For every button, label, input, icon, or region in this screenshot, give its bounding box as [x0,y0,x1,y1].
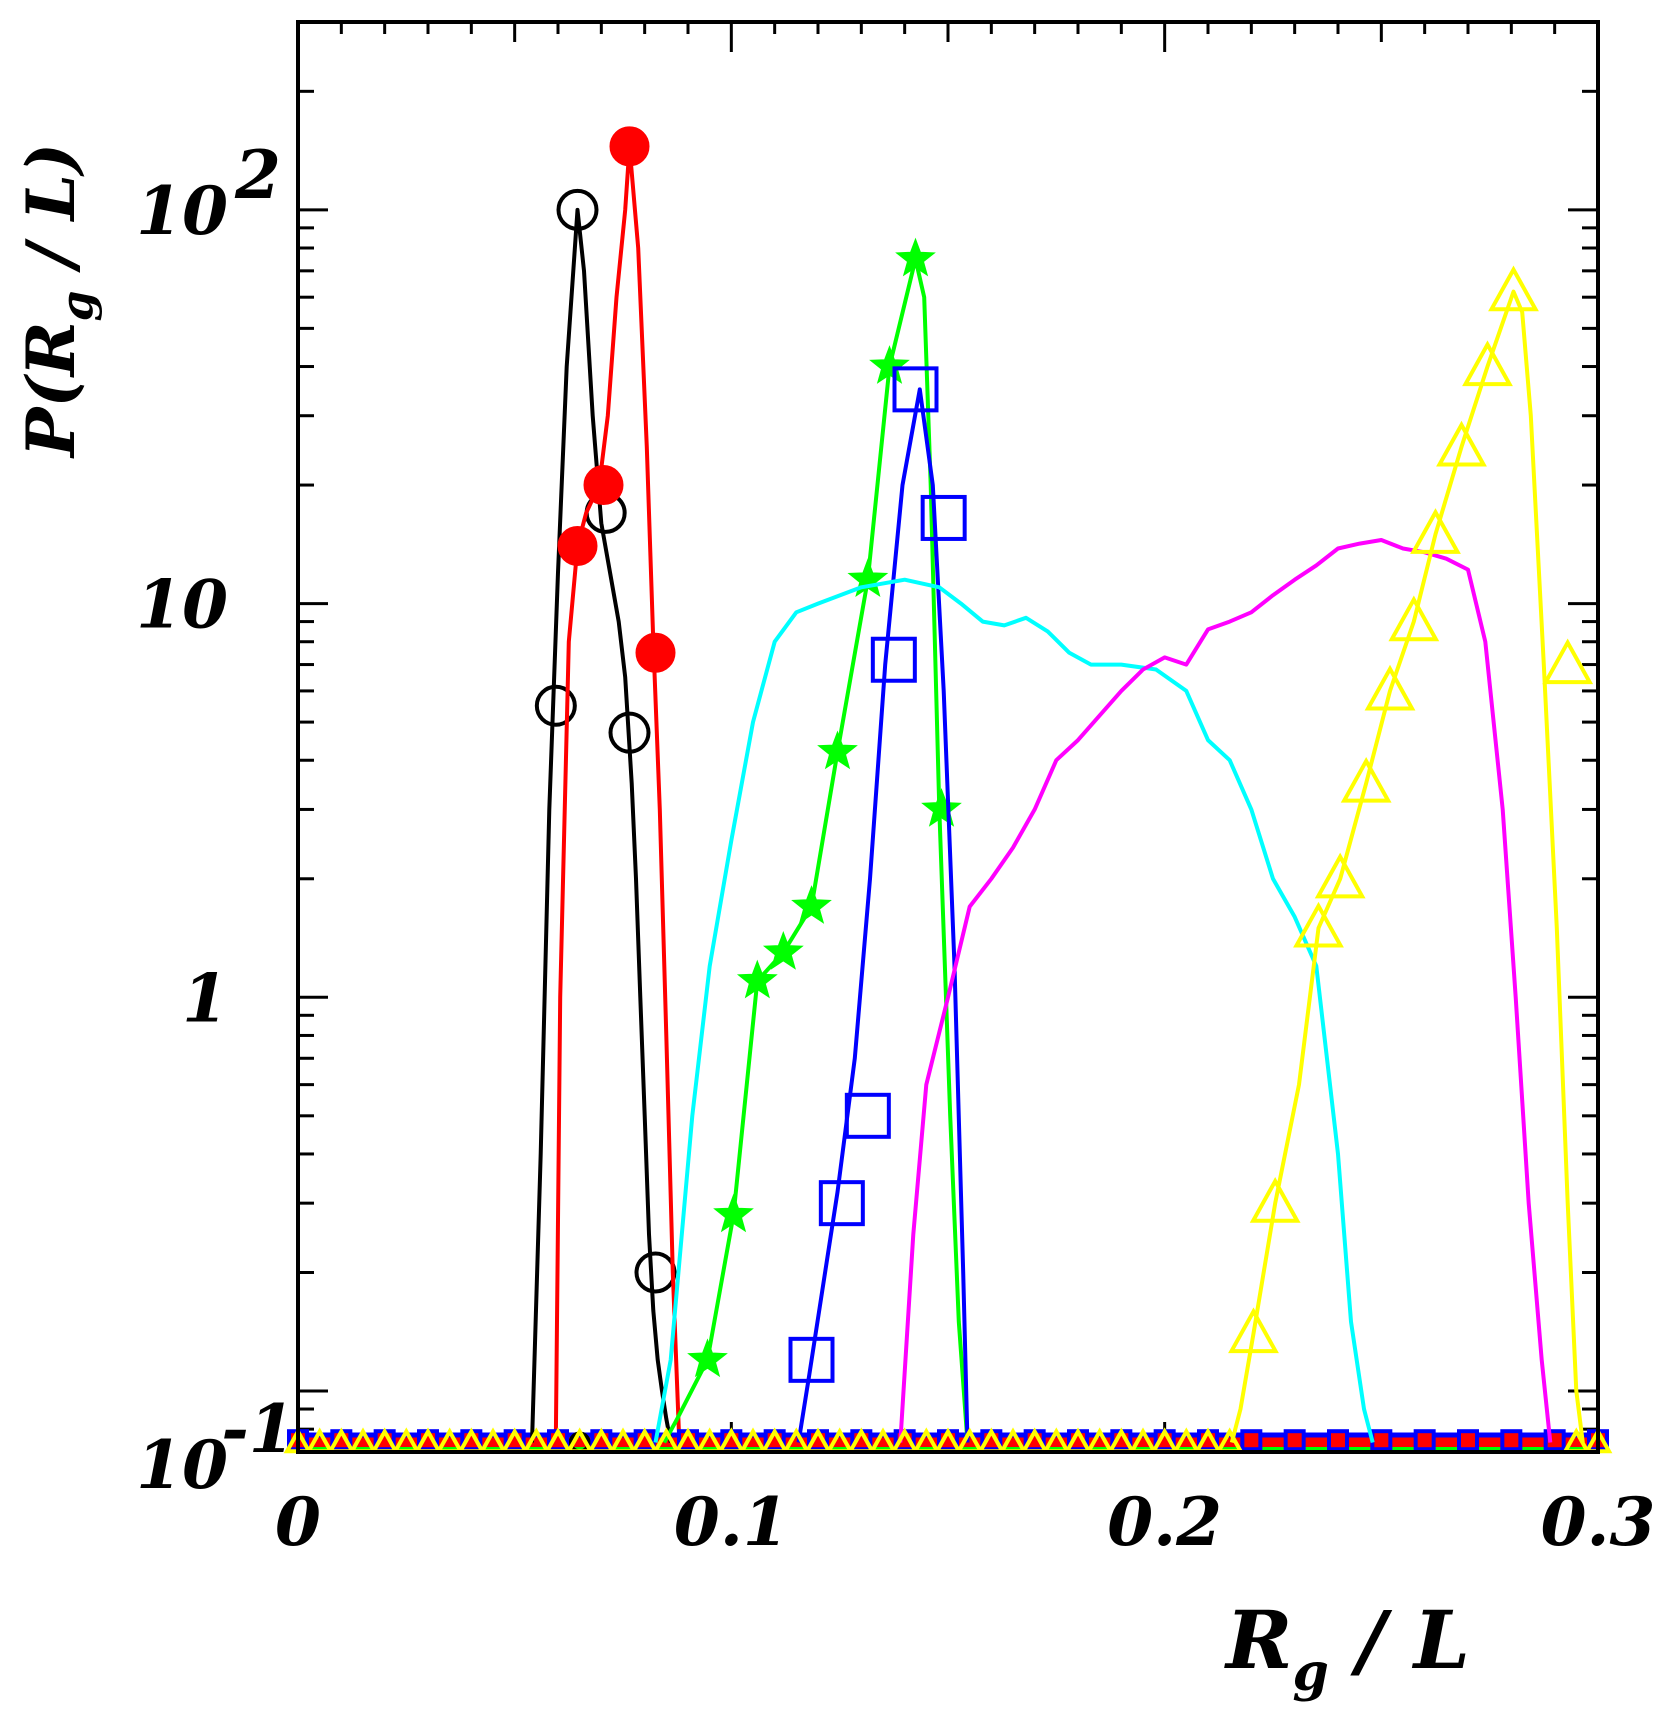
data-point [817,730,858,770]
x-tick-label: 0.2 [1107,1483,1222,1561]
data-point [1228,1307,1279,1354]
y-tick-label: 10 [136,1426,228,1504]
data-point [818,1180,865,1227]
data-point [534,684,577,727]
y-axis-title-pre: P(R [12,321,90,459]
series-black-open-circles [530,188,677,1454]
series-green-stars [662,237,970,1444]
data-point [687,1338,728,1378]
data-point [844,1092,891,1139]
data-point [608,711,651,754]
data-point [713,1193,754,1233]
series-line [553,144,682,1443]
data-point [1284,1430,1305,1451]
x-axis-title-rest: / L [1329,1593,1470,1687]
data-point [1501,1430,1522,1451]
y-tick-label: 10 [136,172,228,250]
data-point [1388,595,1440,642]
y-tick-label: 10 [136,566,228,644]
data-point [1458,1430,1478,1451]
data-point [1542,638,1594,685]
data-point [1371,1430,1392,1451]
data-point [1488,265,1539,312]
series-line [653,577,1375,1444]
y-tick-exponent: 2 [234,136,281,214]
y-axis-title-group: P(Rg / L) [12,143,103,459]
data-point [1414,1430,1435,1451]
series-cyan-line [653,577,1375,1444]
data-point [1328,1430,1348,1451]
data-point [791,885,832,924]
x-axis-title: Rg / L [1224,1593,1470,1703]
data-point [1249,1177,1301,1223]
data-point [1436,420,1487,467]
data-point [1314,852,1366,899]
data-point [556,188,599,231]
data-point [635,632,676,673]
y-axis-title-post: / L) [12,143,90,291]
data-point [869,345,910,384]
data-point [1240,1429,1263,1452]
data-point [736,959,778,999]
data-point [895,237,936,277]
series-layer [283,126,1613,1454]
data-point [1413,1429,1436,1452]
data-point [1293,901,1344,948]
y-axis-title: P(Rg / L) [12,143,103,459]
data-point [583,465,624,506]
series-magenta-line [898,538,1553,1443]
data-point [892,366,939,413]
data-point [788,1336,835,1383]
data-point [1340,756,1392,803]
y-tick-exponent: -1 [221,1390,294,1468]
data-point [609,126,650,167]
series-line [898,538,1553,1443]
x-axis-title-main: R [1224,1593,1292,1687]
series-line [530,207,673,1443]
data-point [1457,1429,1479,1452]
plot-frame [296,20,1600,1454]
data-point [1410,508,1461,554]
data-point [1462,340,1513,387]
data-point [1283,1429,1306,1452]
x-tick-label: 0.1 [674,1483,789,1561]
data-point [1364,664,1416,711]
y-tick-label: 1 [182,959,228,1037]
data-point [1543,1429,1566,1452]
x-tick-label: 0.3 [1541,1483,1656,1561]
data-point [921,787,962,827]
data-point [1327,1429,1349,1452]
x-axis-title-sub: g [1292,1642,1328,1703]
data-point [870,636,917,683]
data-point [1500,1429,1523,1452]
data-point [1241,1430,1262,1451]
data-point [762,930,804,970]
y-axis-title-sub: g [52,291,103,322]
series-line [796,387,970,1443]
data-point [920,494,967,541]
data-point [557,526,598,567]
x-tick-label: 0 [275,1483,321,1561]
series-line [1229,289,1585,1444]
